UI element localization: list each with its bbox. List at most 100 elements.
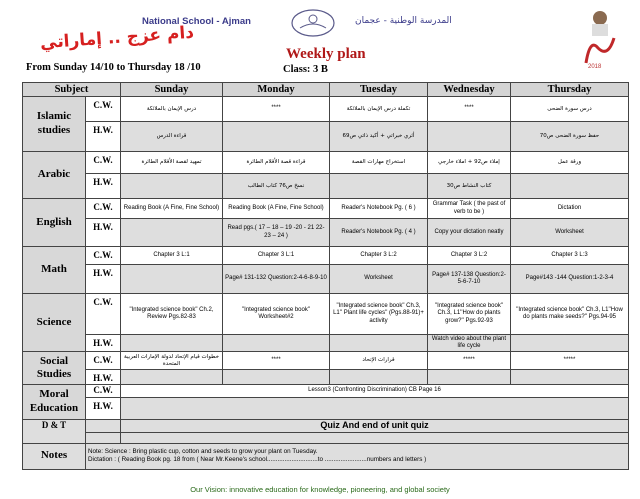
plan-cell: ورقة عمل (510, 151, 629, 175)
subject-name: Arabic (22, 151, 86, 200)
plan-cell: "Integrated science book" Ch.3, L1''How … (427, 293, 511, 336)
subject-moral: Moral Education (22, 384, 86, 420)
moral-hw (120, 396, 629, 420)
cw-label: C.W. (85, 96, 121, 123)
plan-cell: Dictation (510, 198, 629, 220)
plan-cell: Copy your dictation neatly (427, 218, 511, 248)
plan-cell: Page# 131-132 Question:2-4-6-8-9-10 (222, 264, 330, 295)
plan-cell: Chapter 3 L:3 (510, 246, 629, 266)
dt-empty (120, 431, 629, 444)
plan-cell: تمهيد لقصة الأقلام الطائرة (120, 151, 223, 175)
slogan-logo: دام عزج .. إماراتي (39, 23, 194, 54)
plan-cell (510, 334, 629, 353)
plan-cell: Chapter 3 L:2 (427, 246, 511, 266)
plan-cell: "Integrated science book" Worksheet#2 (222, 293, 330, 336)
plan-cell: Read pgs.( 17 – 18 – 19 -20 - 21 22- 23 … (222, 218, 330, 248)
hw-label: H.W. (85, 264, 121, 295)
cw-row: Arabic C.W. تمهيد لقصة الأقلام الطائرة قراء… (22, 151, 629, 200)
cw-label: C.W. (85, 246, 121, 266)
plan-cell: تكملة درس الإيمان بالملائكة (329, 96, 428, 123)
notes-line-2: Dictation : ( Reading Book pg. 18 from (… (88, 456, 427, 464)
plan-cell: درس الإيمان بالملائكة (120, 96, 223, 123)
plan-cell: Reader's Notebook Pg. ( 4 ) (329, 218, 428, 248)
plan-cell: "Integrated science book" Ch.2, Review P… (120, 293, 223, 336)
plan-cell: أثري خبراتي + أكيد ذاتي ص69 (329, 121, 428, 153)
header-monday: Monday (222, 81, 330, 98)
plan-cell: **** (222, 351, 330, 371)
weekly-plan-table: Subject Sunday Monday Tuesday Wednesday … (22, 81, 629, 470)
year-of-zayed-logo-icon (584, 11, 616, 64)
hw-row: H.W. Read pgs.( 17 – 18 – 19 -20 - 21 22-… (23, 218, 629, 248)
plan-cell: Worksheet (510, 218, 629, 248)
page-title: Weekly plan (286, 46, 366, 62)
plan-cell (120, 218, 223, 248)
plan-cell: إملاء ص92 + املاء خارجي (427, 151, 511, 175)
school-name-en: National School - Ajman (142, 16, 251, 27)
plan-cell: "Integrated science book" Ch.3, L1''How … (510, 293, 629, 336)
plan-cell: **** (427, 96, 511, 123)
plan-cell: حفظ سورة الضحى ص70 (510, 121, 629, 153)
cw-row: Science C.W. "Integrated science book" Ch.… (22, 293, 629, 353)
subject-name: Science (22, 293, 86, 353)
plan-cell (510, 369, 629, 386)
plan-cell (222, 121, 330, 153)
hw-row: H.W. قراءة الدرس أثري خبراتي + أكيد ذاتي ص… (23, 121, 629, 153)
cw-label: C.W. (85, 351, 121, 371)
hw-row: H.W. Page# 131-132 Question:2-4-6-8-9-10 W… (23, 264, 629, 295)
header-row: Subject Sunday Monday Tuesday Wednesday … (22, 81, 629, 98)
hw-label: H.W. (85, 173, 121, 200)
school-logo-icon (291, 9, 335, 37)
plan-cell (120, 264, 223, 295)
header-subject: Subject (22, 81, 121, 98)
notes-line-1: Note: Science : Bring plastic cup, cotto… (88, 448, 318, 456)
plan-cell (329, 173, 428, 200)
plan-cell: Reading Book (A Fine, Fine School) (120, 198, 223, 220)
plan-cell: Watch video about the plant life cycle (427, 334, 511, 353)
plan-cell: درس سورة الضحى (510, 96, 629, 123)
slogan-text: دام عزج .. إماراتي (39, 22, 195, 54)
cw-label: C.W. (85, 384, 121, 398)
plan-cell: Reading Book (A Fine, Fine School) (222, 198, 330, 220)
header-sunday: Sunday (120, 81, 223, 98)
plan-cell: Chapter 3 L:1 (222, 246, 330, 266)
moral-cw: Lesson3 (Confronting Discrimination) CB … (120, 384, 629, 398)
plan-cell (222, 334, 330, 353)
plan-cell: قرارات الإتحاد (329, 351, 428, 371)
dt-row: D & T Quiz And end of unit quiz (22, 418, 629, 444)
notes-text: Note: Science : Bring plastic cup, cotto… (85, 442, 629, 470)
moral-cw-row: Moral Education C.W. Lesson3 (Confrontin… (22, 384, 629, 420)
hw-label: H.W. (85, 121, 121, 153)
plan-cell: قراءة قصة الأقلام الطائرة (222, 151, 330, 175)
plan-cell: "Integrated science book" Ch.3, L1'' Pla… (329, 293, 428, 336)
cw-label: C.W. (85, 198, 121, 220)
plan-cell (329, 334, 428, 353)
cw-label: C.W. (85, 151, 121, 175)
hw-label: H.W. (85, 396, 121, 420)
plan-cell: **** (222, 96, 330, 123)
dt-label-cell (85, 418, 121, 433)
plan-cell: كتاب النشاط ص30 (427, 173, 511, 200)
dt-text: Quiz And end of unit quiz (120, 418, 629, 433)
plan-cell: Page#143 -144 Question:1-2-3-4 (510, 264, 629, 295)
plan-cell: Worksheet (329, 264, 428, 295)
dt-row-2 (22, 431, 629, 444)
vision-statement: Our Vision: innovative education for kno… (190, 485, 450, 494)
hw-row: H.W. (23, 369, 629, 386)
header-thursday: Thursday (510, 81, 629, 98)
plan-cell (427, 121, 511, 153)
subject-dt: D & T (22, 418, 86, 444)
cw-row: Islamic studies C.W. درس الإيمان بالملائكة… (22, 96, 629, 153)
plan-cell: استخراج مهارات القصة (329, 151, 428, 175)
plan-cell (120, 173, 223, 200)
plan-cell (510, 173, 629, 200)
moral-hw-row: H.W. (23, 396, 629, 420)
subject-name: Social Studies (22, 351, 86, 386)
zayed-year: 2018 (588, 64, 602, 70)
cw-row: English C.W. Reading Book (A Fine, Fine Sc… (22, 198, 629, 248)
plan-cell: ***** (427, 351, 511, 371)
plan-cell: Chapter 3 L:1 (120, 246, 223, 266)
notes-row: Notes Note: Science : Bring plastic cup,… (22, 442, 629, 470)
plan-cell: نسخ ص76 كتاب الطالب (222, 173, 330, 200)
class-label: Class: 3 B (283, 64, 328, 75)
plan-cell: ***** (510, 351, 629, 371)
